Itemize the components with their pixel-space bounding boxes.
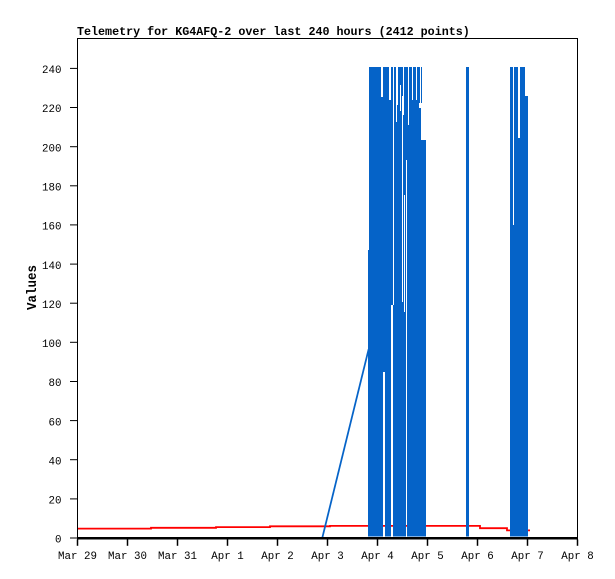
svg-text:Apr 6: Apr 6 [461,551,493,563]
svg-text:80: 80 [49,378,62,390]
svg-text:40: 40 [49,456,62,468]
svg-text:20: 20 [49,496,62,508]
svg-text:Mar 29: Mar 29 [58,551,97,563]
svg-text:200: 200 [42,143,61,155]
svg-text:Apr 5: Apr 5 [411,551,443,563]
svg-text:60: 60 [49,417,62,429]
svg-text:Apr 1: Apr 1 [211,551,243,563]
svg-text:220: 220 [42,104,61,116]
svg-text:140: 140 [42,261,61,273]
svg-text:120: 120 [42,300,61,312]
svg-text:180: 180 [42,183,61,195]
svg-text:100: 100 [42,339,61,351]
svg-text:Values: Values [25,265,41,310]
svg-text:Apr 4: Apr 4 [361,551,393,563]
svg-text:Apr 7: Apr 7 [511,551,543,563]
svg-text:Apr 2: Apr 2 [261,551,293,563]
svg-text:160: 160 [42,222,61,234]
svg-text:Apr 3: Apr 3 [311,551,343,563]
svg-text:0: 0 [55,535,61,547]
svg-text:Apr 8: Apr 8 [561,551,593,563]
svg-text:Mar 31: Mar 31 [158,551,197,563]
svg-text:Mar 30: Mar 30 [108,551,147,563]
svg-text:240: 240 [42,65,61,77]
svg-text:Telemetry for KG4AFQ-2 over la: Telemetry for KG4AFQ-2 over last 240 hou… [77,25,470,39]
